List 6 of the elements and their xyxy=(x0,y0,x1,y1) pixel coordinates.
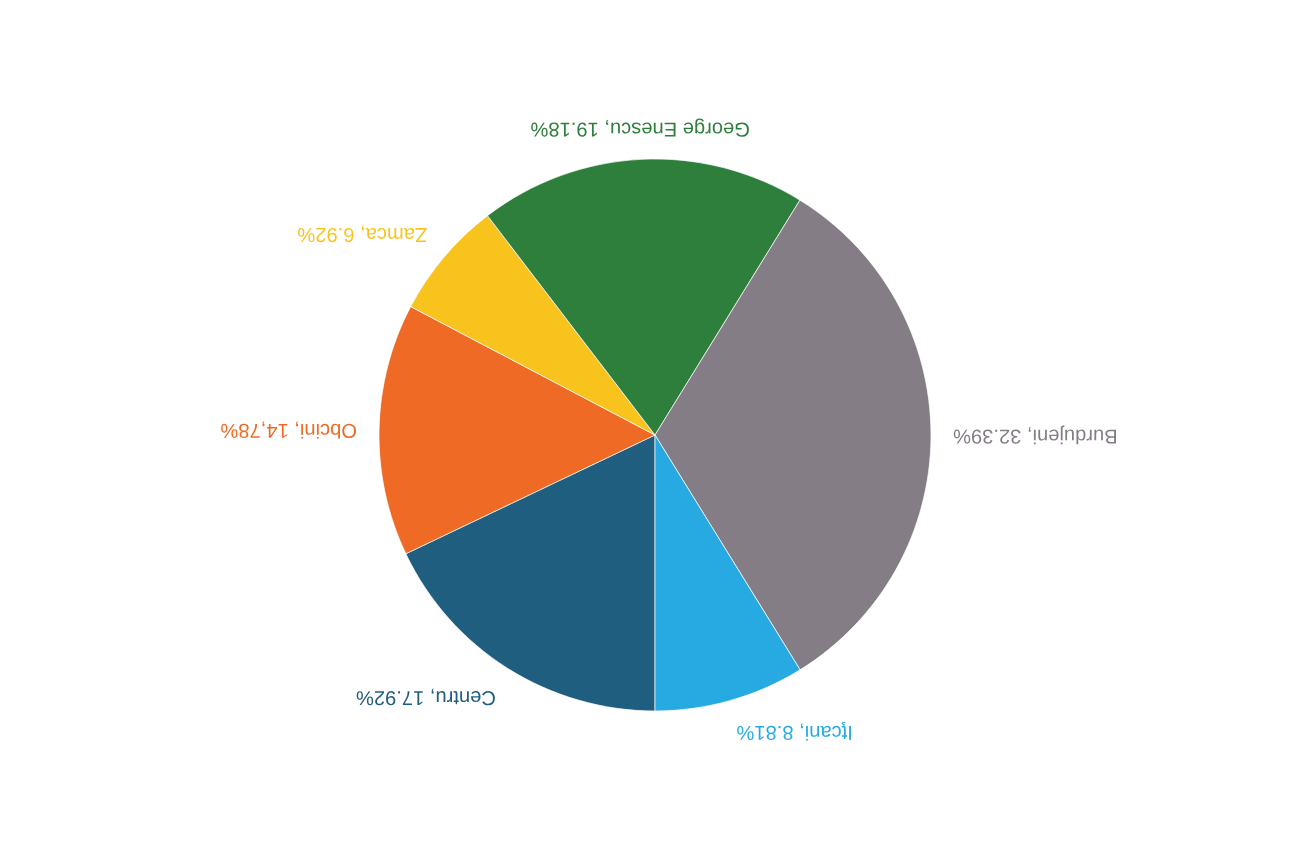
slice-label: Iţcani, 8.81% xyxy=(737,721,852,741)
slice-label: Obcini, 14,78% xyxy=(221,421,357,439)
slice-label: Centru, 17.92% xyxy=(356,688,495,706)
slice-label: George Enescu, 19.18% xyxy=(531,118,749,137)
slice-label: Burdujeni, 32.39% xyxy=(953,425,1116,445)
slice-label: Zamca, 6.92% xyxy=(298,225,427,243)
